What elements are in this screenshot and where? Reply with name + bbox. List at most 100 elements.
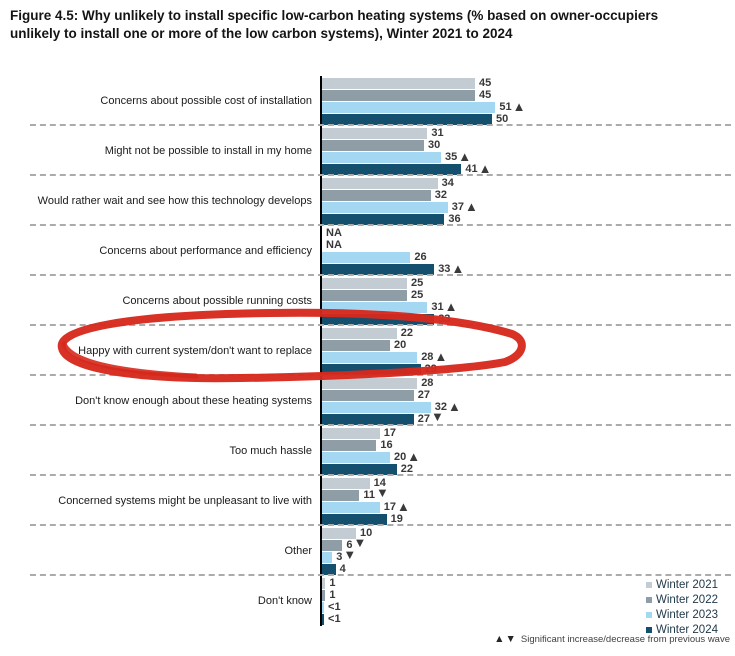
bar-area: 45 45 51 ▲ 50 — [320, 76, 735, 126]
value-label: 1 — [329, 577, 336, 589]
significant-decrease-icon: ▼ — [376, 484, 389, 500]
value-label: 31 — [431, 127, 444, 139]
bar-row: 1 — [322, 589, 735, 601]
group-separator — [30, 174, 731, 176]
value-label: 20 — [394, 451, 407, 463]
bar-winter-2023 — [322, 151, 441, 163]
bar-row: 25 — [322, 289, 735, 301]
value-label: 3 — [336, 551, 343, 563]
value-label: 32 — [434, 401, 448, 413]
bar-row: 27 ▼ — [322, 408, 735, 425]
bar-winter-2024 — [322, 363, 421, 375]
significant-increase-icon: ▲ — [397, 498, 410, 514]
category-group: Don't know 1 1 <1 <1 — [0, 576, 735, 626]
legend-label: Winter 2022 — [655, 593, 718, 606]
bar-area: 17 16 20 ▲ 22 — [320, 426, 735, 476]
bar-winter-2023 — [322, 401, 431, 413]
significant-decrease-icon: ▼ — [431, 408, 444, 424]
category-label: Concerns about possible running costs — [122, 294, 312, 307]
category-group: Concerns about possible running costs 25 2… — [0, 276, 735, 326]
bar-row: 11 ▼ — [322, 484, 735, 501]
value-label: 25 — [411, 277, 424, 289]
bar-row: 34 — [322, 177, 735, 189]
bar-row: 31 ▲ — [322, 300, 735, 313]
legend-item-winter-2022: Winter 2022 — [645, 592, 718, 607]
bar-row: 50 — [322, 113, 735, 125]
value-label: 17 — [383, 501, 397, 513]
category-group: Happy with current system/don't want to … — [0, 326, 735, 376]
category-group: Concerns about performance and efficienc… — [0, 226, 735, 276]
bar-row: 26 — [322, 251, 735, 263]
bar-winter-2022 — [322, 289, 407, 301]
value-label: 37 — [451, 201, 465, 213]
value-label: <1 — [328, 613, 341, 625]
bar-area: 22 20 28 ▲ 29 — [320, 326, 735, 376]
group-separator — [30, 124, 731, 126]
value-label: 22 — [400, 327, 414, 339]
group-separator — [30, 424, 731, 426]
bar-row: 27 — [322, 389, 735, 401]
value-label: 4 — [339, 563, 346, 575]
bar-row: 32 — [322, 189, 735, 201]
value-label: 32 — [434, 189, 448, 201]
bar-row: 28 ▲ — [322, 350, 735, 363]
bar-winter-2023 — [322, 451, 390, 463]
bar-winter-2021 — [322, 127, 428, 139]
value-label: 45 — [479, 77, 492, 89]
group-separator — [30, 224, 731, 226]
bar-row: <1 — [322, 601, 735, 613]
bar-area: 1 1 <1 <1 — [320, 576, 735, 626]
value-label: NA — [326, 227, 342, 239]
bar-winter-2023 — [322, 351, 418, 363]
significant-increase-icon: ▲ — [448, 398, 461, 414]
significant-increase-icon: ▲ — [512, 98, 526, 114]
value-label: 51 — [499, 101, 512, 113]
category-label: Don't know enough about these heating sy… — [75, 394, 312, 407]
legend-item-winter-2023: Winter 2023 — [645, 607, 718, 622]
value-label: 10 — [360, 527, 373, 539]
bar-winter-2024 — [322, 513, 387, 525]
bar-area: NA NA 26 33 ▲ — [320, 226, 735, 276]
bar-row: 19 — [322, 513, 735, 525]
bar-winter-2022 — [322, 139, 424, 151]
category-label: Too much hassle — [229, 444, 312, 457]
bar-winter-2022 — [322, 339, 390, 351]
bar-row: 16 — [322, 439, 735, 451]
bar-winter-2024 — [322, 613, 325, 625]
bar-row: 30 — [322, 139, 735, 151]
bar-winter-2024 — [322, 563, 336, 575]
bar-area: 34 32 37 ▲ 36 — [320, 176, 735, 226]
value-label: 28 — [421, 351, 434, 363]
category-label: Don't know — [257, 594, 312, 607]
bar-row: 31 — [322, 127, 735, 139]
bar-winter-2021 — [322, 427, 380, 439]
legend-label: Winter 2024 — [655, 623, 718, 636]
bar-row: 1 — [322, 577, 735, 589]
bar-row: 28 — [322, 377, 735, 389]
value-label: 20 — [394, 339, 407, 351]
category-group: Concerned systems might be unpleasant to… — [0, 476, 735, 526]
significant-decrease-icon: ▼ — [343, 546, 357, 562]
bar-winter-2022 — [322, 189, 431, 201]
bar-winter-2021 — [322, 577, 326, 589]
bar-row: 14 — [322, 477, 735, 489]
category-group: Too much hassle 17 16 20 ▲ 22 — [0, 426, 735, 476]
significant-increase-icon: ▲ — [465, 198, 478, 214]
bar-area: 14 11 ▼ 17 ▲ 19 — [320, 476, 735, 526]
bar-row: <1 — [322, 613, 735, 625]
bar-winter-2024 — [322, 463, 397, 475]
legend-item-winter-2021: Winter 2021 — [645, 577, 718, 592]
footnote: ▲▼ Significant increase/decrease from pr… — [494, 633, 730, 645]
category-group: Concerns about possible cost of installa… — [0, 76, 735, 126]
legend-label: Winter 2021 — [655, 578, 718, 591]
bar-row: 20 — [322, 339, 735, 351]
value-label: 50 — [496, 113, 509, 125]
bar-area: 10 6 ▼ 3 ▼ 4 — [320, 526, 735, 576]
bar-winter-2022 — [322, 439, 377, 451]
group-separator — [30, 274, 731, 276]
bar-row: 51 ▲ — [322, 98, 735, 114]
bar-row: 35 ▲ — [322, 150, 735, 163]
value-label: 16 — [380, 439, 393, 451]
bar-row: 17 ▲ — [322, 498, 735, 514]
